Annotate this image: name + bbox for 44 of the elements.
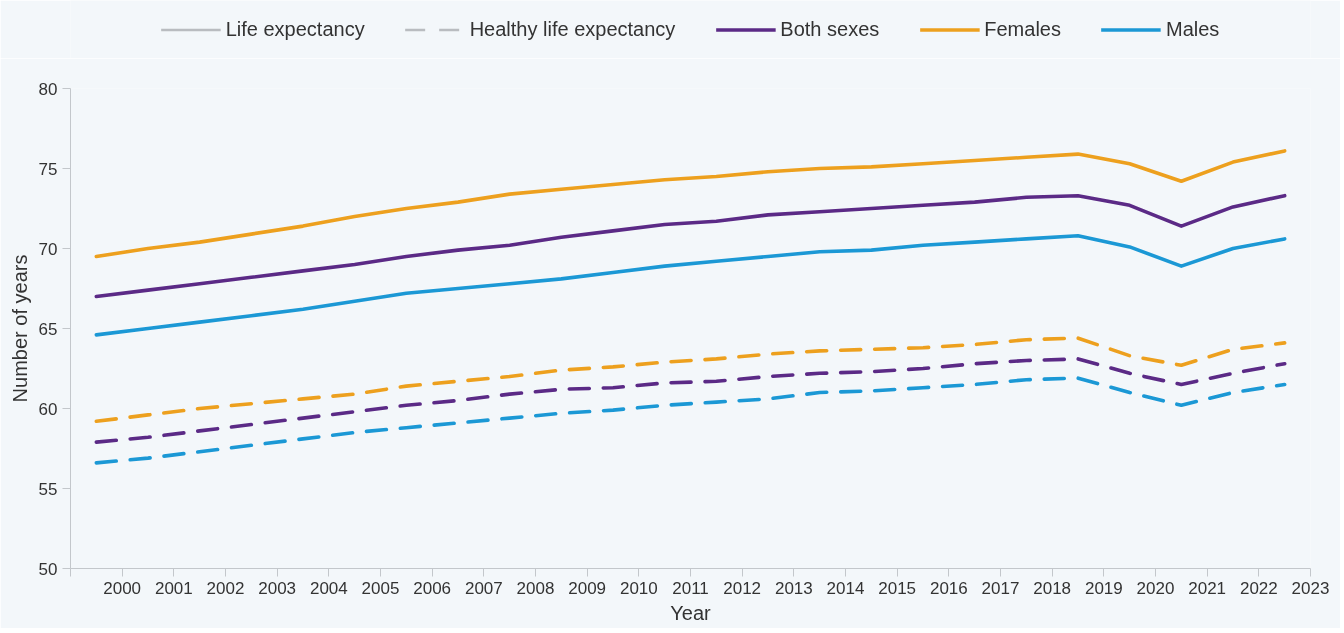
x-tick-label: 2021	[1188, 578, 1227, 598]
legend-label: Males	[1165, 17, 1220, 41]
x-tick-label: 2019	[1084, 578, 1123, 598]
y-tick-label: 75	[38, 159, 58, 179]
x-tick-label: 2010	[619, 578, 658, 598]
text: Life expectancy	[225, 17, 365, 41]
x-tick-label: 2006	[413, 578, 452, 598]
y-tick-label: 60	[38, 399, 58, 419]
x-tick-label: 2020	[1136, 578, 1175, 598]
x-tick-label: 2000	[103, 578, 142, 598]
y-tick-label: 65	[38, 319, 58, 339]
x-tick-label: 2003	[258, 578, 297, 598]
x-tick-label: 2012	[723, 578, 762, 598]
legend-label: Females	[984, 17, 1061, 41]
x-tick-label: 2018	[1033, 578, 1072, 598]
y-tick-label: 80	[38, 79, 58, 99]
x-tick-label: 2014	[826, 578, 865, 598]
x-tick-label: 2008	[516, 578, 555, 598]
x-tick-label: 2016	[929, 578, 968, 598]
x-tick-label: 2013	[774, 578, 813, 598]
line-series	[94, 233, 1287, 337]
x-tick-label: 2009	[568, 578, 607, 598]
x-axis-title: Year	[670, 601, 712, 624]
x-tick-label: 2001	[154, 578, 193, 598]
x-tick-label: 2005	[361, 578, 400, 598]
y-tick-label: 55	[38, 479, 58, 499]
x-tick-label: 2015	[878, 578, 917, 598]
line-series	[94, 336, 1287, 424]
line-series	[94, 193, 1287, 299]
x-tick-label: 2011	[672, 578, 709, 598]
x-tick-label: 2004	[309, 578, 348, 598]
x-tick-label: 2022	[1239, 578, 1278, 598]
x-tick-label: 2017	[981, 578, 1020, 598]
y-tick-label: 70	[38, 239, 58, 259]
x-tick-label: 2007	[464, 578, 503, 598]
legend-label: Both sexes	[780, 17, 880, 41]
text: Healthy life expectancy	[469, 17, 676, 41]
line-series	[94, 357, 1287, 444]
line-series	[94, 149, 1287, 259]
x-tick-label: 2023	[1291, 578, 1330, 598]
y-tick-label: 50	[38, 559, 58, 579]
x-tick-label: 2002	[206, 578, 245, 598]
y-axis-title: Number of years	[8, 254, 31, 403]
line-series	[94, 376, 1287, 465]
